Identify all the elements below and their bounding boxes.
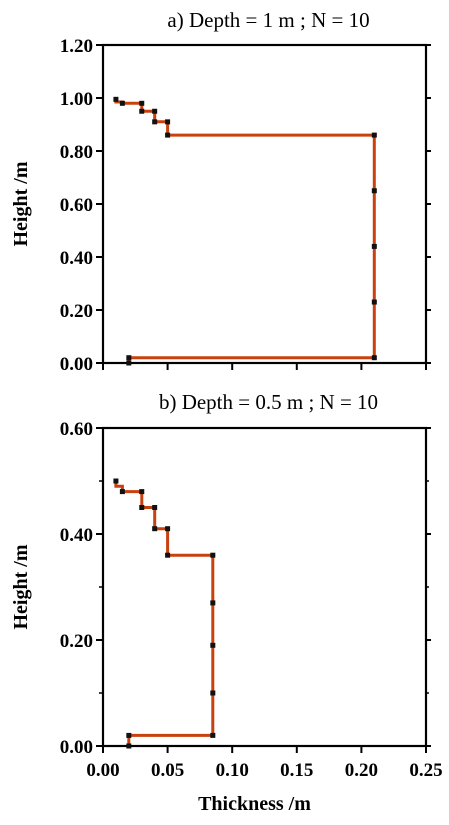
data-point bbox=[371, 243, 377, 249]
plot-frame bbox=[101, 43, 428, 365]
data-point bbox=[165, 132, 171, 138]
data-point bbox=[165, 526, 171, 532]
x-tick-label: 0.25 bbox=[409, 760, 442, 781]
chart-title: a) Depth = 1 m ; N = 10 bbox=[167, 8, 369, 32]
y-tick-label: 0.00 bbox=[60, 737, 93, 758]
y-tick-label: 0.60 bbox=[60, 195, 93, 216]
data-point bbox=[210, 642, 216, 648]
y-tick-label: 0.40 bbox=[60, 248, 93, 269]
data-point bbox=[210, 690, 216, 696]
x-tick-label: 0.10 bbox=[216, 760, 249, 781]
y-tick-label: 0.40 bbox=[60, 525, 93, 546]
data-point bbox=[371, 355, 377, 361]
data-point bbox=[371, 299, 377, 305]
plot-frame bbox=[101, 426, 428, 748]
y-tick-label: 1.20 bbox=[60, 36, 93, 57]
y-tick-label: 0.80 bbox=[60, 142, 93, 163]
data-point bbox=[139, 100, 145, 106]
data-point bbox=[113, 96, 119, 102]
y-axis-label: Height /m bbox=[10, 161, 32, 246]
x-tick-label: 0.00 bbox=[86, 760, 119, 781]
data-point bbox=[126, 743, 132, 749]
x-axis-label: Thickness /m bbox=[198, 793, 311, 815]
data-point bbox=[139, 489, 145, 495]
y-tick-label: 0.00 bbox=[60, 354, 93, 375]
y-tick-label: 0.20 bbox=[60, 301, 93, 322]
data-point bbox=[126, 360, 132, 366]
data-point bbox=[152, 108, 158, 114]
data-point bbox=[152, 119, 158, 125]
chart-panel-a: a) Depth = 1 m ; N = 10 0.00 0.20 0.40 0.60 0… bbox=[10, 8, 431, 375]
y-tick-label: 0.60 bbox=[60, 419, 93, 440]
data-point bbox=[165, 119, 171, 125]
chart-title: b) Depth = 0.5 m ; N = 10 bbox=[159, 390, 378, 414]
y-tick-label: 1.00 bbox=[60, 89, 93, 110]
series-line bbox=[114, 481, 215, 746]
y-axis-label: Height /m bbox=[10, 544, 32, 629]
chart-panel-b: b) Depth = 0.5 m ; N = 10 0.00 0.20 0.40 0.6… bbox=[10, 390, 443, 815]
x-tick-label: 0.05 bbox=[151, 760, 184, 781]
data-point bbox=[371, 132, 377, 138]
data-point bbox=[119, 489, 125, 495]
data-point bbox=[126, 732, 132, 738]
data-point bbox=[139, 505, 145, 510]
data-point bbox=[165, 552, 171, 558]
data-point bbox=[139, 108, 145, 114]
data-point bbox=[210, 732, 216, 738]
data-point bbox=[210, 600, 216, 606]
x-tick-label: 0.15 bbox=[280, 760, 313, 781]
data-point bbox=[210, 552, 216, 558]
series-line bbox=[114, 99, 376, 363]
y-tick-label: 0.20 bbox=[60, 631, 93, 652]
data-point bbox=[152, 505, 158, 510]
data-point bbox=[371, 188, 377, 194]
data-point bbox=[113, 478, 119, 484]
data-point bbox=[126, 355, 132, 361]
x-tick-label: 0.20 bbox=[345, 760, 378, 781]
data-point bbox=[152, 526, 158, 532]
data-point bbox=[119, 100, 125, 106]
